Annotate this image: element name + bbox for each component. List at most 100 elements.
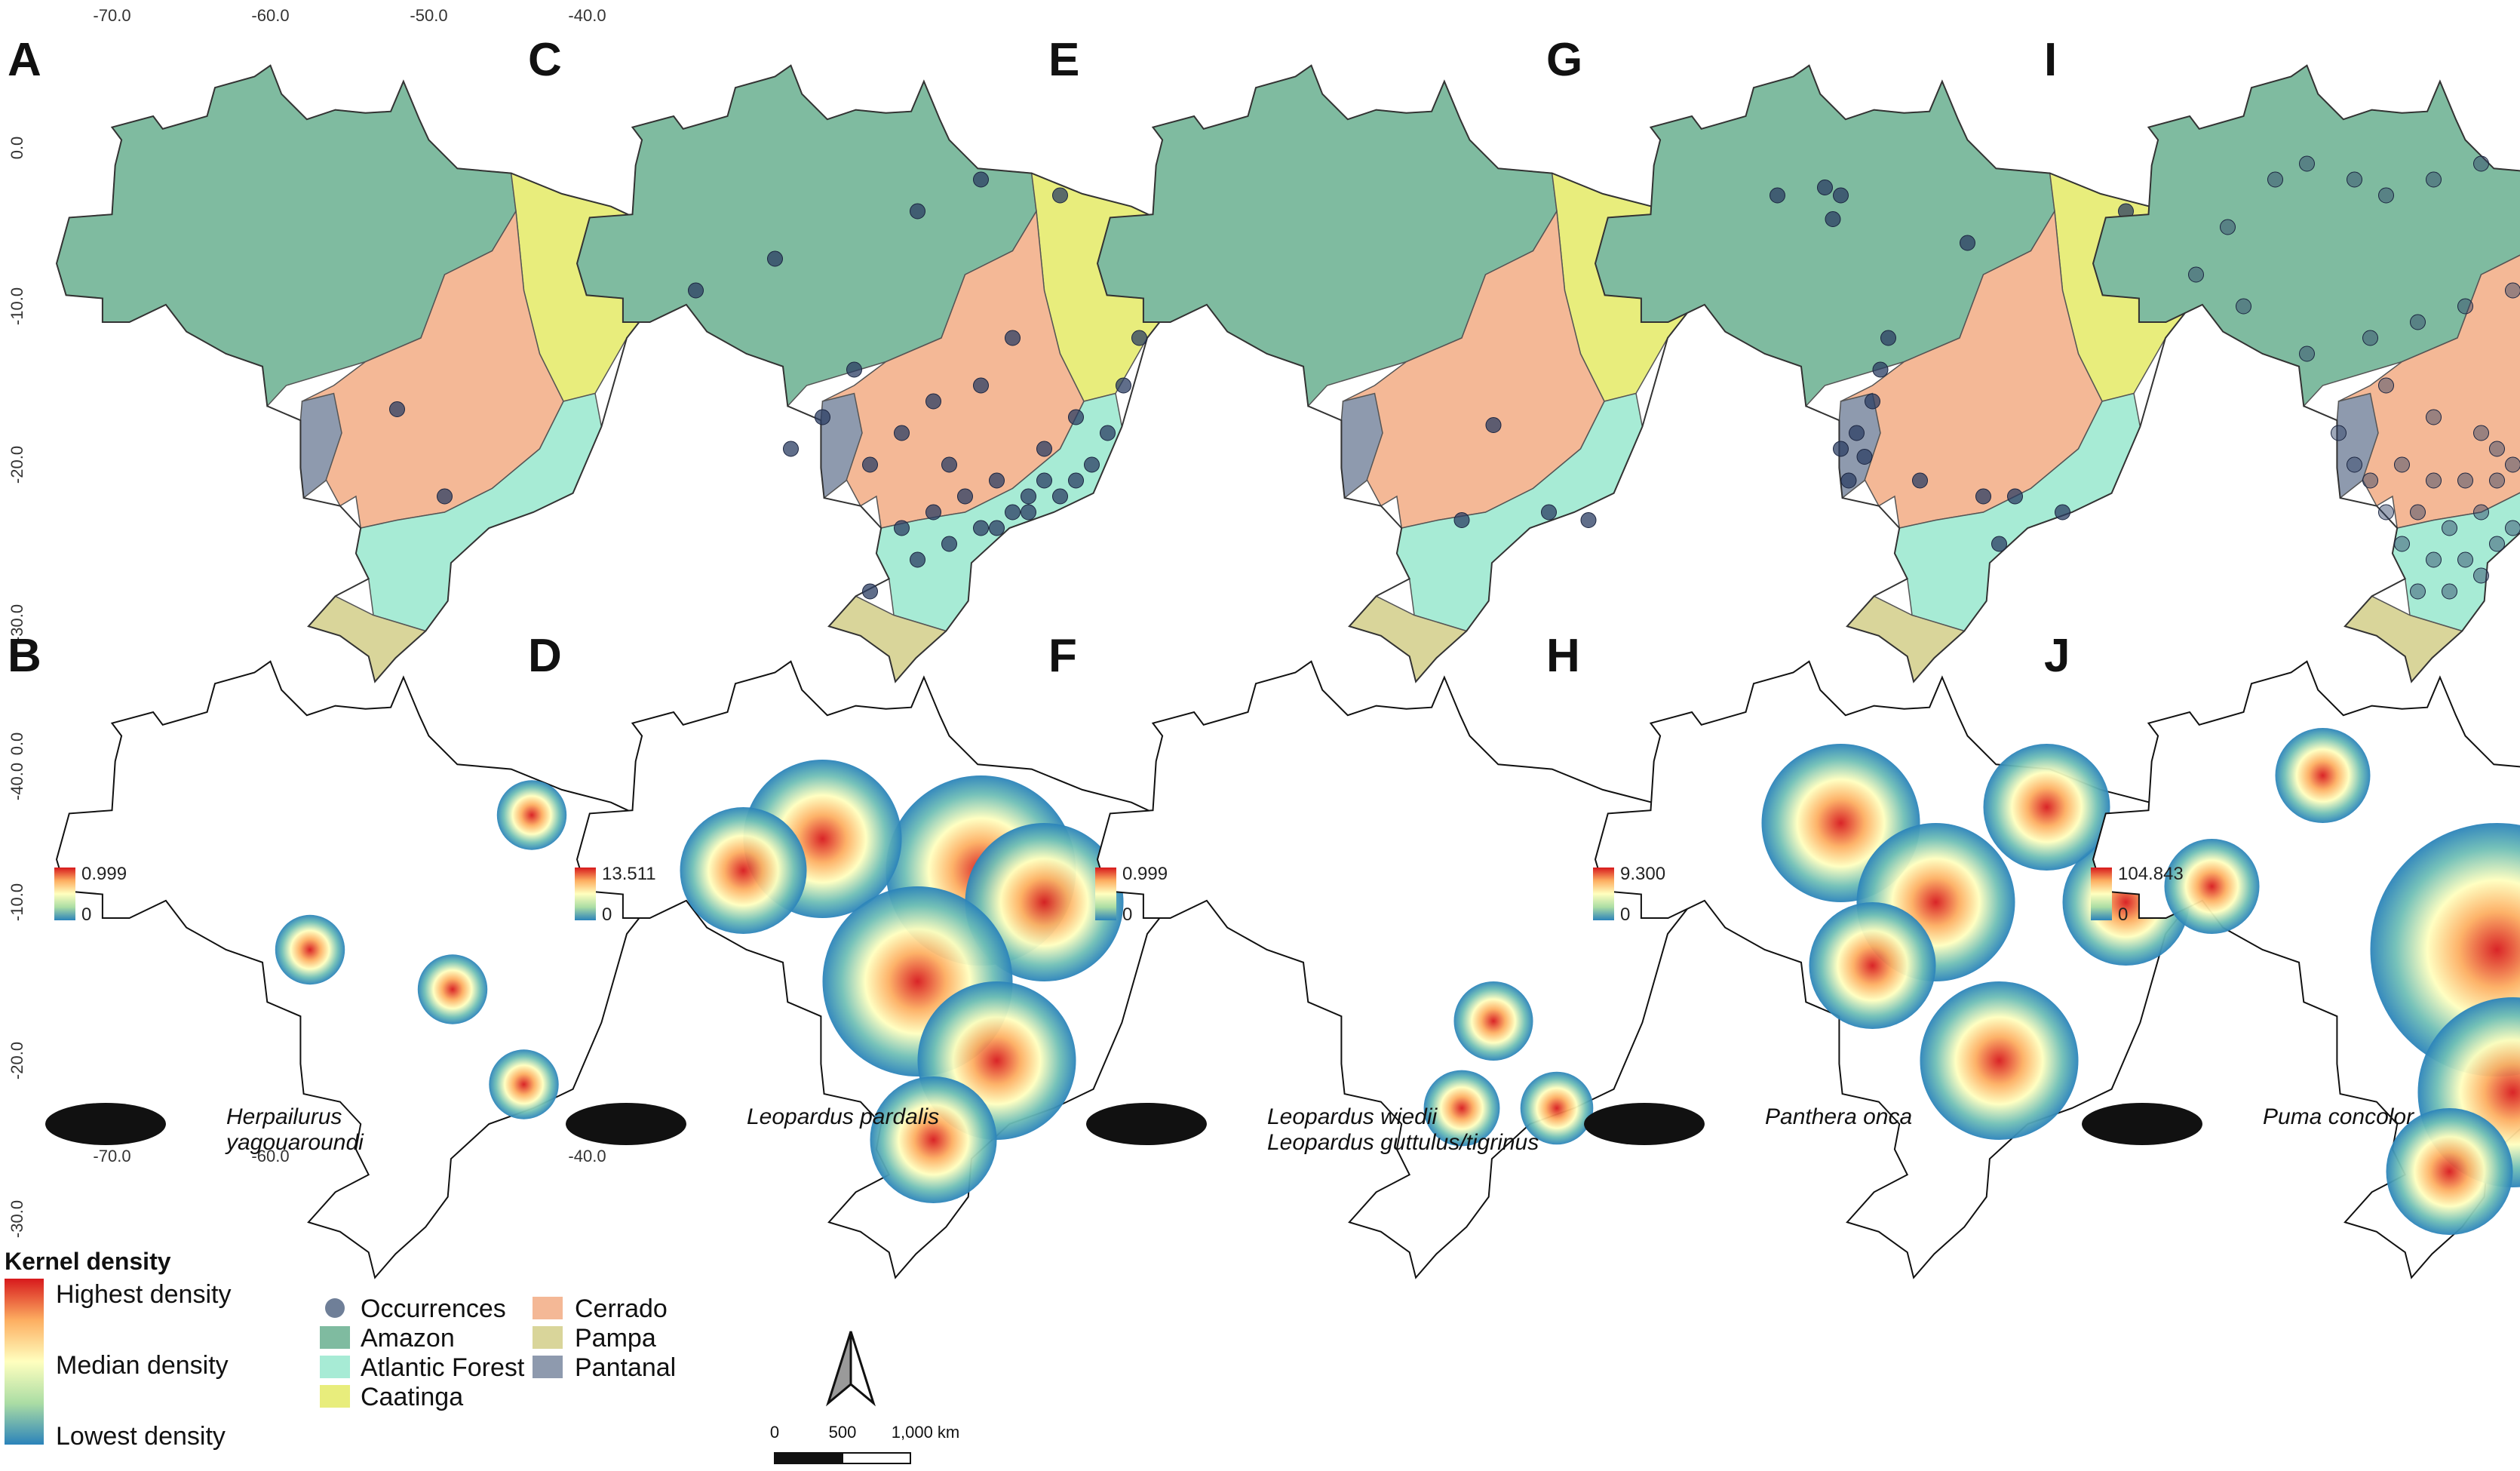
occurrence-point [1770,187,1785,204]
pantanal-swatch-icon [533,1356,563,1378]
highest-density-label: Highest density [56,1280,231,1309]
occurrence-point [2220,219,2236,235]
panel-label: F [1048,630,1077,682]
occurrence-point [1880,330,1896,346]
density-hotspot [417,954,488,1024]
occurrence-point [1833,441,1849,457]
occurrence-point [1825,211,1841,227]
occurrence-point [783,441,799,457]
occurrence-point [1975,488,1991,505]
density-hotspot [1809,902,1936,1029]
north-arrow-icon [826,1331,876,1407]
atlantic-forest-swatch-icon [320,1356,350,1378]
lat-tick: -20.0 [8,1042,26,1079]
lon-tick-top: -70.0 [93,6,130,25]
occurrence-point [2347,456,2362,473]
occurrence-point [910,203,925,220]
occurrence-point [2007,488,2023,505]
occurrence-point [437,488,453,505]
occurrence-point [973,520,989,536]
density-hotspot [496,780,567,850]
panel-label: B [8,630,41,682]
kernel-density-legend: Kernel density Highest density Median de… [5,1248,231,1451]
density-hotspot [1920,981,2079,1140]
occurrence-point [2362,330,2378,346]
lat-tick: -10.0 [8,883,26,921]
occurrence-point [2055,504,2070,521]
panel-label: D [528,630,562,682]
colorbar-min-label: 0 [1122,904,1132,925]
panel-c: C [528,34,1195,683]
caatinga-swatch-icon [320,1385,350,1408]
occurrence-point [1817,180,1833,195]
occurrence-point [2410,314,2426,330]
panel-label: A [8,34,41,86]
occurrence-point [2489,472,2505,489]
occurrence-point [1991,536,2007,552]
species-name-line1: Leopardus pardalis [747,1104,939,1129]
occurrence-point [1036,472,1052,489]
occurrence-point [910,551,925,568]
density-hotspot [2386,1108,2513,1235]
density-hotspot [1453,981,1533,1061]
density-hotspot [1520,1071,1594,1145]
occurrence-point [2505,520,2520,536]
occurrence-point [1068,409,1084,425]
occurrence-point [2331,425,2347,441]
occurrence-point [2473,567,2489,584]
occurrence-point [815,409,830,425]
occurrence-point [2394,456,2410,473]
occurrence-point [1100,425,1116,441]
panel-colorbar [575,868,596,920]
panel-label: E [1048,34,1079,86]
occurrence-point [2378,377,2394,394]
species-name-line1: Leopardus wiedii [1267,1104,1438,1129]
scale-bar: 0 500 1,000 km [770,1423,959,1464]
cat-silhouette-icon [566,1103,686,1145]
panel-label: C [528,34,562,86]
occurrence-point [1872,361,1889,378]
panel-colorbar [1095,868,1116,920]
lat-tick: -20.0 [8,446,26,484]
lon-tick-bottom: -60.0 [251,1147,289,1165]
cat-silhouette-icon [1086,1103,1207,1145]
occurrence-point [1541,504,1557,521]
panel-label: H [1546,630,1580,682]
legend-occurrences: Occurrences [361,1294,506,1323]
cat-silhouette-icon [1584,1103,1705,1145]
colorbar-max-label: 13.511 [602,864,656,884]
occurrence-point [1485,417,1502,433]
cat-silhouette-icon [45,1103,166,1145]
occurrence-point [2489,536,2505,552]
panel-colorbar [1593,868,1614,920]
lat-tick: -40.0 [8,763,26,800]
occurrence-point [2347,171,2362,188]
lat-tick: -30.0 [8,604,26,642]
species-name-line1: Puma concolor [2263,1104,2414,1129]
occurrence-point [1021,504,1036,521]
legend-atlantic-forest: Atlantic Forest [361,1353,525,1382]
brazil-outline [55,64,671,683]
colorbar-min-label: 0 [81,904,91,925]
brazil-outline [1096,660,1711,1279]
occurrence-point [894,520,910,536]
density-hotspot [2275,728,2371,823]
occurrence-point [957,488,973,505]
occurrence-point [2426,472,2442,489]
occurrence-point [767,250,783,267]
occurrence-point [2505,282,2520,299]
occurrence-point [2489,441,2505,457]
legend-cerrado: Cerrado [575,1294,668,1323]
colorbar-min-label: 0 [602,904,612,925]
occurrence-point [2457,472,2473,489]
axis-ticks: -70.0-70.0-60.0-60.0-50.0-50.0-40.0-40.0… [8,6,606,1396]
occurrence-point [1005,504,1021,521]
density-hotspot [1423,1070,1500,1147]
lon-tick-top: -50.0 [410,6,447,25]
occurrence-point [2267,171,2283,188]
brazil-outline [55,660,671,1279]
occurrence-point [1580,512,1597,528]
density-hotspot [870,1076,997,1203]
